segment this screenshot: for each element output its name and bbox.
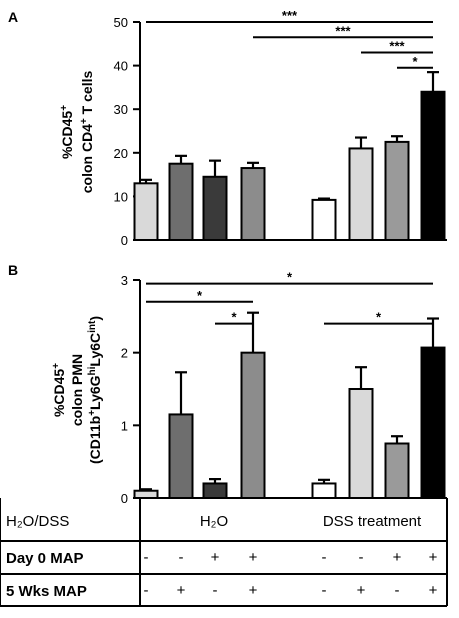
significance-label: * [197, 288, 203, 303]
treatment-marker: - [144, 549, 149, 566]
panel-a-significance: ********** [146, 8, 433, 69]
treatment-marker: + [393, 549, 402, 566]
treatment-marker: - [322, 582, 327, 599]
row-label-h2o-dss: H₂O/DSS [6, 513, 69, 530]
treatment-table: H₂O/DSS H₂O DSS treatment Day 0 MAP 5 Wk… [0, 498, 448, 607]
bar [202, 482, 228, 500]
panel-a-bars [133, 71, 446, 242]
panel-b-letter: B [8, 262, 18, 278]
bar [348, 147, 374, 241]
y-tick-label: 50 [114, 15, 128, 30]
treatment-marker: - [144, 582, 149, 599]
treatment-marker: + [249, 549, 258, 566]
y-label-line-2: colon CD4+ T cells [79, 71, 96, 194]
panel-a-letter: A [8, 9, 18, 25]
treatment-marker: - [179, 549, 184, 566]
group-label-dss-treatment: DSS treatment [323, 513, 422, 530]
y-label-line-1: %CD45+ [59, 105, 76, 159]
y-tick-label: 20 [114, 146, 128, 161]
significance-label: * [412, 54, 418, 69]
y-tick-label: 0 [121, 233, 128, 248]
panel-b-y-axis-label: %CD45+ colon PMN(CD11b+Ly6GhiLy6Cint) [51, 316, 104, 464]
y-tick-label: 2 [121, 346, 128, 361]
treatment-marker: + [211, 549, 220, 566]
row-label-day0-map: Day 0 MAP [6, 550, 84, 567]
significance-label: * [287, 270, 293, 285]
treatment-marker: + [429, 582, 438, 599]
panel-a-y-ticks: 0 10 20 30 40 50 [114, 15, 140, 248]
treatment-marker: + [177, 582, 186, 599]
significance-label: *** [335, 23, 351, 38]
significance-label: * [231, 310, 237, 325]
significance-label: * [376, 310, 382, 325]
significance-label: *** [389, 39, 405, 54]
y-label-line-1: %CD45+ [51, 363, 68, 417]
panel-b-bars [133, 311, 446, 500]
panel-b-y-ticks: 0 1 2 3 [121, 273, 140, 506]
panel-b: B %CD45+ colon PMN(CD11b+Ly6GhiLy6Cint) 0… [8, 262, 447, 506]
y-tick-label: 0 [121, 491, 128, 506]
treatment-marker: + [429, 549, 438, 566]
row-label-5wks-map: 5 Wks MAP [6, 583, 87, 600]
y-tick-label: 30 [114, 102, 128, 117]
bar [240, 351, 266, 499]
treatment-marker: - [322, 549, 327, 566]
group-label-h2o: H₂O [200, 513, 228, 530]
y-label-line-3: (CD11b+Ly6GhiLy6Cint) [87, 316, 104, 464]
5wks-map-values: - + - + - + - + [144, 582, 438, 599]
y-label-line-2: colon PMN [69, 354, 85, 426]
y-tick-label: 3 [121, 273, 128, 288]
significance-label: *** [282, 8, 298, 23]
bar [133, 182, 159, 242]
bar [133, 489, 159, 500]
panel-a-y-axis-label: %CD45+colon CD4+ T cells [59, 71, 96, 194]
treatment-marker: + [249, 582, 258, 599]
y-tick-label: 10 [114, 189, 128, 204]
bar [420, 346, 446, 499]
bar [384, 140, 410, 241]
y-tick-label: 40 [114, 59, 128, 74]
treatment-marker: - [359, 549, 364, 566]
bar [202, 175, 228, 241]
bar [168, 413, 194, 499]
treatment-marker: + [357, 582, 366, 599]
bar [168, 162, 194, 241]
day0-map-values: - - + + - - + + [144, 549, 438, 566]
bar [240, 167, 266, 241]
treatment-marker: - [395, 582, 400, 599]
bar [311, 482, 337, 500]
bar [420, 90, 446, 242]
bar [384, 442, 410, 499]
bar [348, 388, 374, 499]
y-tick-label: 1 [121, 418, 128, 433]
treatment-marker: - [213, 582, 218, 599]
bar [311, 198, 337, 241]
panel-b-significance: * * * * [146, 270, 433, 325]
panel-a: A %CD45+colon CD4+ T cells 0 10 20 30 40 50 *… [8, 8, 447, 248]
